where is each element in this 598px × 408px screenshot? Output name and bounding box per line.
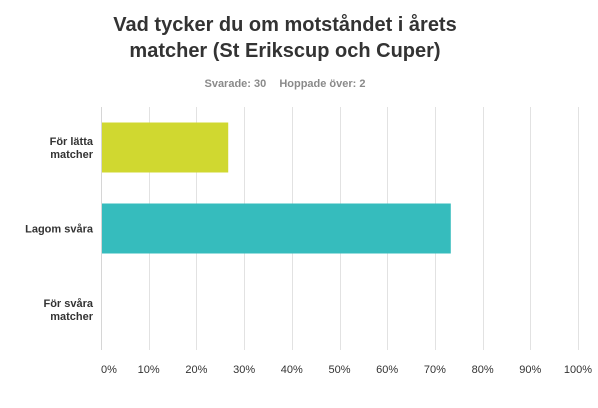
skipped-count: Hoppade över: 2 xyxy=(279,78,366,90)
chart-title-line-2: matcher (St Erikscup och Cuper) xyxy=(129,40,441,62)
x-tick-label: 60% xyxy=(376,364,398,376)
bar xyxy=(102,122,229,173)
x-tick-label: 80% xyxy=(472,364,494,376)
x-tick-label: 20% xyxy=(185,364,207,376)
x-tick-label: 40% xyxy=(281,364,303,376)
chart-title: Vad tycker du om motståndet i årets matc… xyxy=(60,12,510,64)
x-tick-label: 70% xyxy=(424,364,446,376)
chart-title-line-1: Vad tycker du om motståndet i årets xyxy=(113,14,457,36)
x-tick-label: 0% xyxy=(101,364,117,376)
x-tick-label: 50% xyxy=(328,364,350,376)
x-tick-label: 90% xyxy=(519,364,541,376)
x-tick-label: 10% xyxy=(138,364,160,376)
category-label: För svåra matcher xyxy=(43,298,93,323)
response-summary: Svarade: 30 Hoppade över: 2 xyxy=(60,78,510,90)
category-label: Lagom svåra xyxy=(25,224,94,236)
category-label: För lätta matcher xyxy=(50,136,94,161)
x-tick-label: 30% xyxy=(233,364,255,376)
answered-count: Svarade: 30 xyxy=(204,78,267,90)
x-tick-label: 100% xyxy=(564,364,592,376)
bar xyxy=(102,203,451,254)
